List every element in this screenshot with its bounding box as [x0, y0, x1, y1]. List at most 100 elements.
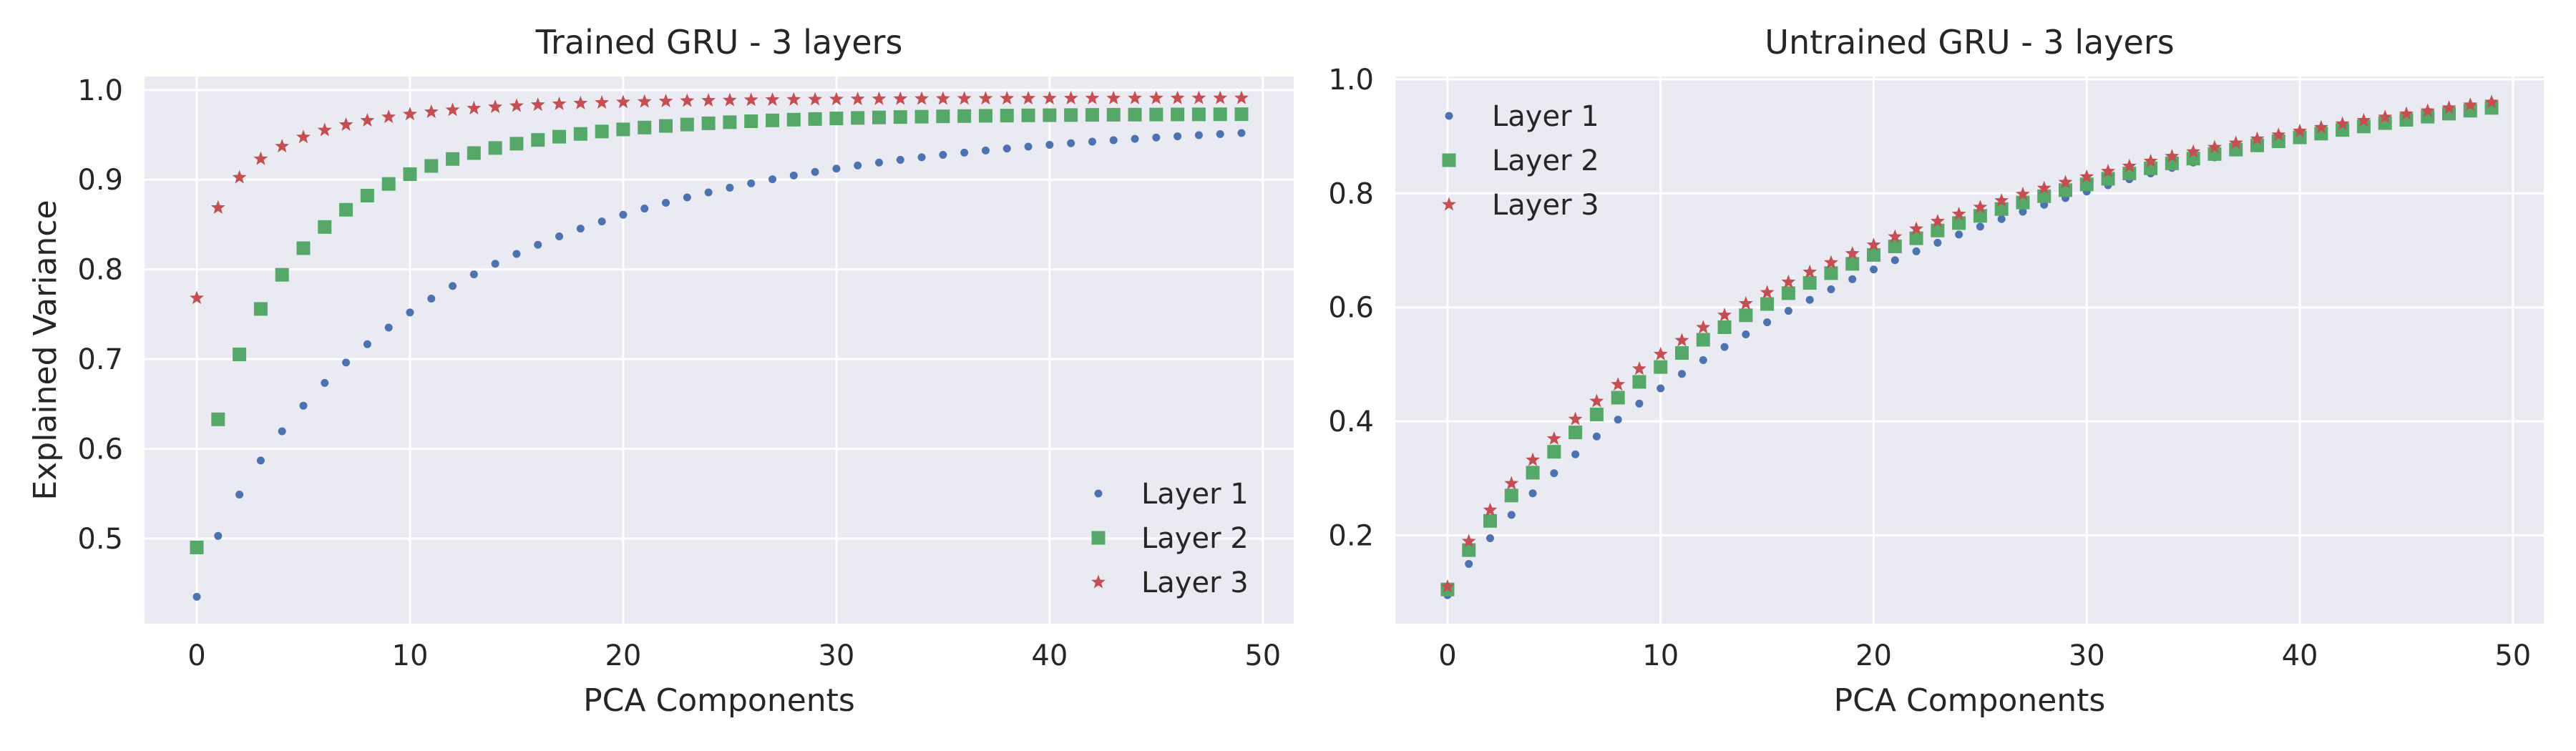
- data-point: [850, 92, 865, 106]
- data-point: [1483, 502, 1498, 516]
- data-point: [2101, 164, 2116, 178]
- data-point: [1589, 393, 1604, 408]
- data-point: [829, 92, 844, 106]
- legend-marker-shape: [1091, 574, 1106, 589]
- series-layer-3: [190, 90, 1249, 305]
- legend-label-layer-3: Layer 3: [1492, 189, 1599, 222]
- data-point: [595, 95, 610, 109]
- data-point: [939, 151, 947, 159]
- data-point: [2037, 189, 2051, 203]
- data-point: [1191, 107, 1206, 122]
- y-tick-label: 0.6: [1328, 292, 1374, 325]
- data-point: [1465, 559, 1473, 568]
- y-tick-label: 0.9: [77, 164, 123, 197]
- data-point: [1109, 136, 1118, 144]
- data-point: [2313, 119, 2328, 134]
- data-point: [1845, 246, 1860, 260]
- data-point: [1571, 450, 1580, 458]
- data-point: [1654, 360, 1668, 374]
- data-point: [424, 104, 439, 118]
- data-point: [2463, 104, 2477, 118]
- data-point: [981, 146, 990, 154]
- data-point: [1805, 295, 1814, 304]
- data-point: [1611, 377, 1626, 391]
- data-point: [1085, 90, 1100, 104]
- y-tick-label: 0.7: [77, 343, 123, 376]
- data-point: [1973, 200, 1988, 214]
- data-point: [680, 93, 695, 107]
- data-point: [573, 127, 587, 141]
- x-axis-label-trained: PCA Components: [583, 682, 855, 719]
- data-point: [299, 401, 308, 410]
- data-point: [2122, 158, 2137, 172]
- legend-marker-shape: [1442, 153, 1456, 167]
- data-point: [914, 91, 930, 105]
- data-point: [1152, 133, 1161, 142]
- data-point: [1002, 144, 1011, 153]
- data-point: [1216, 129, 1224, 138]
- data-point: [1174, 132, 1182, 141]
- data-point: [935, 91, 950, 105]
- data-point: [615, 94, 630, 109]
- data-point: [2420, 103, 2435, 117]
- data-point: [1021, 91, 1036, 105]
- data-point: [744, 114, 758, 129]
- data-point: [1589, 407, 1604, 421]
- x-tick-label: 20: [605, 639, 641, 672]
- data-point: [723, 115, 737, 129]
- data-point: [2335, 116, 2350, 130]
- data-point: [576, 225, 585, 233]
- data-point: [978, 109, 992, 123]
- data-point: [1973, 209, 1987, 223]
- data-point: [1128, 107, 1142, 122]
- data-point: [743, 92, 758, 107]
- data-point: [1653, 346, 1668, 360]
- y-tick-label: 0.5: [77, 523, 123, 556]
- data-point: [1148, 90, 1163, 104]
- data-point: [1674, 333, 1689, 347]
- data-point: [534, 240, 542, 249]
- data-point: [1504, 489, 1518, 503]
- legend-marker-layer-3: [1091, 574, 1106, 589]
- data-point: [381, 109, 396, 124]
- data-point: [701, 93, 716, 107]
- data-point: [1234, 107, 1249, 122]
- data-point: [1909, 221, 1924, 235]
- data-point: [1848, 275, 1857, 283]
- data-points-trained: [190, 90, 1249, 601]
- data-point: [1526, 452, 1541, 466]
- data-point: [2378, 109, 2393, 124]
- data-point: [1000, 109, 1014, 123]
- data-point: [2484, 101, 2499, 115]
- data-point: [1234, 90, 1249, 104]
- data-point: [1870, 265, 1878, 274]
- data-point: [2058, 175, 2073, 189]
- data-point: [1611, 391, 1625, 405]
- data-point: [1547, 445, 1561, 459]
- data-point: [1931, 223, 1945, 237]
- legend-marker-shape: [1445, 112, 1453, 120]
- legend-trained: Layer 1 Layer 2 Layer 3: [1091, 478, 1249, 599]
- data-point: [1994, 202, 2009, 216]
- data-point: [467, 101, 482, 115]
- x-tick-label: 10: [392, 639, 429, 672]
- data-point: [210, 200, 225, 214]
- data-point: [704, 188, 713, 197]
- data-point: [192, 592, 201, 601]
- data-point: [256, 456, 265, 465]
- data-point: [595, 124, 609, 139]
- y-tick-label: 0.4: [1328, 406, 1374, 438]
- data-point: [854, 161, 862, 170]
- data-point: [747, 179, 756, 187]
- data-point: [638, 120, 652, 134]
- x-tick-label: 20: [1855, 639, 1892, 672]
- data-point: [1675, 346, 1689, 360]
- data-point: [893, 110, 907, 124]
- y-tick-label: 0.2: [1328, 519, 1374, 552]
- data-point: [1912, 247, 1921, 255]
- data-point: [531, 133, 545, 147]
- data-point: [683, 193, 691, 202]
- data-point: [2207, 139, 2222, 154]
- data-points-untrained: [1440, 94, 2499, 599]
- data-point: [1717, 308, 1732, 322]
